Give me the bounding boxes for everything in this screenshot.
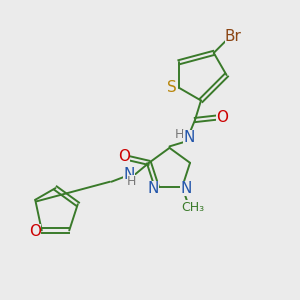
Text: H: H bbox=[127, 175, 136, 188]
Text: O: O bbox=[118, 149, 130, 164]
Text: CH₃: CH₃ bbox=[182, 201, 205, 214]
Text: H: H bbox=[174, 128, 184, 141]
Text: O: O bbox=[29, 224, 41, 239]
Text: N: N bbox=[183, 130, 195, 146]
Text: N: N bbox=[180, 181, 191, 196]
Text: O: O bbox=[216, 110, 228, 125]
Text: S: S bbox=[167, 80, 176, 95]
Text: N: N bbox=[148, 181, 159, 196]
Text: Br: Br bbox=[225, 29, 242, 44]
Text: N: N bbox=[124, 167, 135, 182]
